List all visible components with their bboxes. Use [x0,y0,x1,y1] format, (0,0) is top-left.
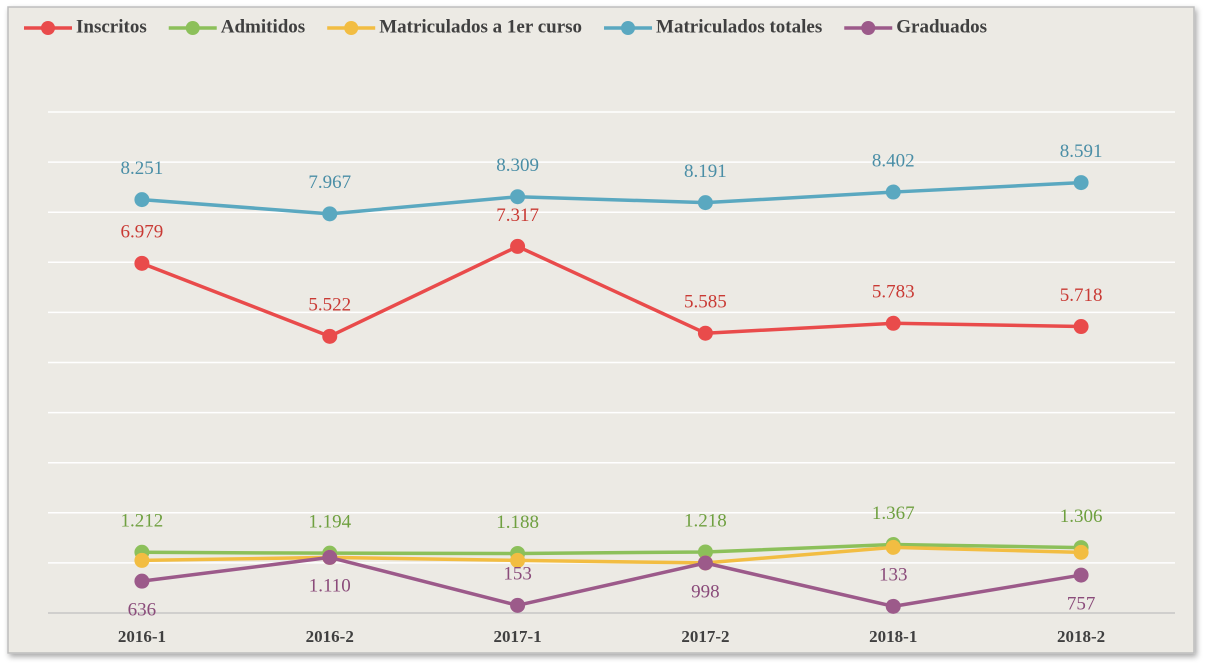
legend-marker [861,21,876,35]
x-tick-label: 2016-1 [118,627,166,646]
data-point [322,328,338,344]
data-point [322,549,338,565]
data-label: 1.194 [308,512,351,533]
data-label: 8.402 [872,150,915,171]
legend-marker [185,21,200,35]
series-line [141,542,1082,556]
data-label: 1.188 [496,512,539,533]
data-point [1073,567,1089,583]
data-point [697,195,713,211]
legend-marker [344,21,359,35]
data-point [885,315,901,331]
data-point [1073,319,1089,335]
data-point [885,184,901,200]
data-label: 757 [1067,593,1096,614]
data-label: 636 [128,599,157,620]
series-line [141,180,1082,216]
series-line [141,244,1082,339]
x-tick-label: 2016-2 [306,627,354,646]
data-point [697,555,713,571]
data-label: 1.367 [872,503,915,524]
data-label: 6.979 [121,222,164,243]
data-label: 5.783 [872,282,915,303]
data-label: 7.967 [308,172,351,193]
series-line [141,555,1082,609]
data-point [1073,175,1089,191]
data-label: 5.522 [308,295,351,316]
data-point [510,552,526,568]
data-label: 1.306 [1060,506,1103,527]
data-point [697,544,713,560]
legend-label: Graduados [896,16,987,37]
data-label: 1.218 [684,510,727,531]
data-point [510,238,526,254]
data-label: 8.191 [684,161,727,182]
data-point [134,255,150,271]
legend-marker [621,21,636,35]
chart-frame [7,6,1195,654]
data-point [134,192,150,208]
data-label: 998 [691,581,720,602]
data-label: 8.251 [121,158,164,179]
legend-marker [41,21,55,35]
data-label: 5.718 [1060,285,1103,306]
data-point [697,325,713,341]
data-point [510,597,526,613]
legend-label: Matriculados a 1er curso [379,16,582,37]
data-label: 133 [879,565,908,586]
data-label: 153 [503,564,532,585]
data-label: 8.591 [1060,141,1103,162]
x-tick-label: 2017-1 [493,627,541,646]
data-label: 1.110 [309,576,351,597]
data-point [322,206,338,222]
data-label: 5.585 [684,292,727,313]
data-point [885,539,901,555]
legend-label: Admitidos [221,16,305,37]
x-tick-label: 2018-1 [869,627,917,646]
data-point [510,189,526,205]
series-line [141,545,1082,565]
x-tick-label: 2018-2 [1057,627,1105,646]
x-tick-label: 2017-2 [681,627,729,646]
legend-label: Inscritos [76,16,147,37]
data-point [134,573,150,589]
data-label: 8.309 [496,155,539,176]
data-label: 7.317 [496,205,539,226]
legend-label: Matriculados totales [656,16,822,37]
data-label: 1.212 [121,511,164,532]
data-point [134,552,150,568]
data-point [885,598,901,614]
data-point [1073,544,1089,560]
